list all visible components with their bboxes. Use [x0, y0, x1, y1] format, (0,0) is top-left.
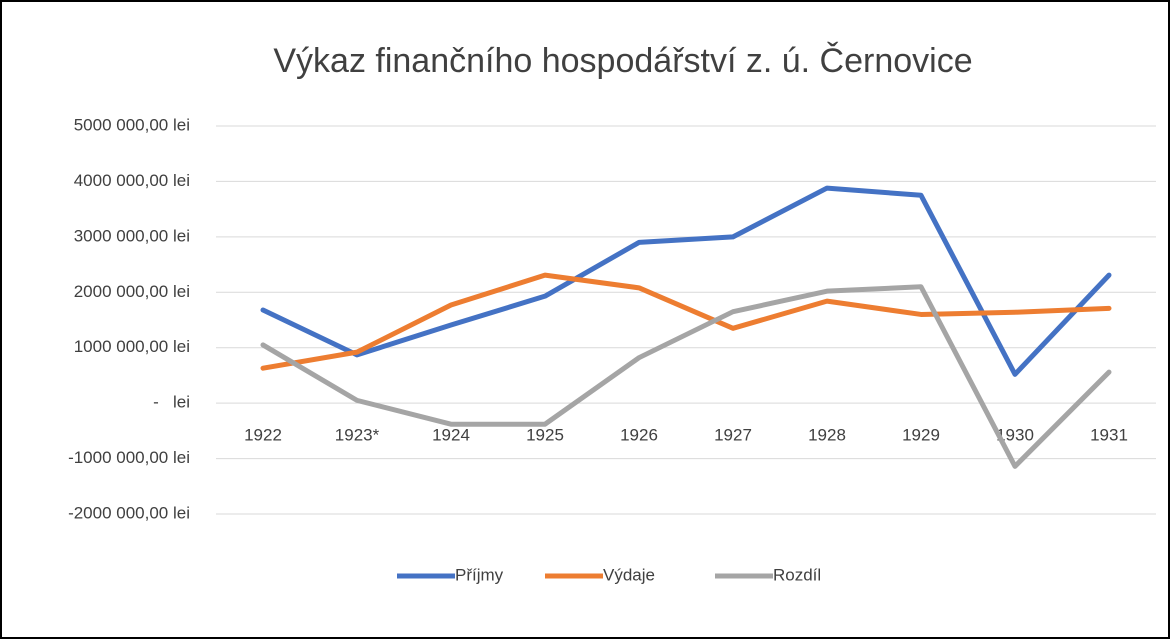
x-tick-label: 1930 — [996, 426, 1034, 445]
x-tick-label: 1923* — [335, 426, 380, 445]
y-tick-label: - lei — [153, 393, 190, 412]
series-line — [260, 185, 1112, 377]
series-line — [260, 284, 1112, 469]
y-tick-label: 4000 000,00 lei — [74, 171, 190, 190]
y-tick-label: -2000 000,00 lei — [68, 503, 190, 522]
x-tick-label: 1924 — [432, 426, 470, 445]
x-tick-label: 1931 — [1090, 426, 1128, 445]
x-tick-label: 1922 — [244, 426, 282, 445]
series-line — [260, 272, 1112, 371]
y-tick-label: 5000 000,00 lei — [74, 115, 190, 134]
legend-label: Příjmy — [455, 565, 504, 584]
y-tick-label: 1000 000,00 lei — [74, 337, 190, 356]
x-tick-label: 1929 — [902, 426, 940, 445]
x-tick-label: 1925 — [526, 426, 564, 445]
legend-label: Výdaje — [603, 565, 655, 584]
x-tick-label: 1926 — [620, 426, 658, 445]
chart-title: Výkaz finančního hospodářství z. ú. Čern… — [273, 42, 972, 80]
x-tick-label: 1928 — [808, 426, 846, 445]
y-tick-label: 3000 000,00 lei — [74, 226, 190, 245]
y-tick-label: 2000 000,00 lei — [74, 282, 190, 301]
x-tick-label: 1927 — [714, 426, 752, 445]
y-tick-label: -1000 000,00 lei — [68, 448, 190, 467]
legend-label: Rozdíl — [773, 565, 821, 584]
